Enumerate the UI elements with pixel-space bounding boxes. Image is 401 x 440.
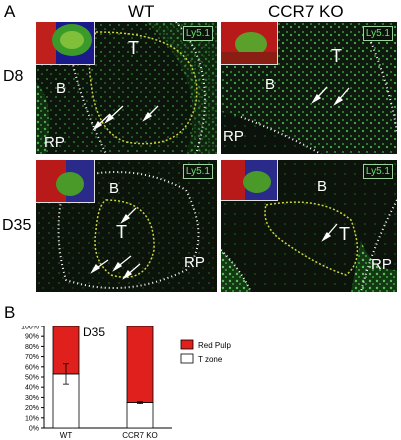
arrow-icon [92, 105, 159, 131]
zone-label-t: T [128, 38, 139, 58]
bar-segment [126, 402, 154, 429]
overlay-inset [36, 160, 95, 203]
y-tick-label: 10% [25, 415, 39, 422]
column-header-ccr7-ko: CCR7 KO [268, 2, 344, 21]
zone-label-b: B [56, 80, 67, 97]
micrograph-wt-d8: Ly5.1 T B RP [36, 22, 217, 154]
chart-bars [52, 326, 154, 429]
legend-label: Red Pulp [198, 341, 231, 350]
legend-swatch [180, 353, 194, 364]
zone-label-rp: RP [44, 134, 65, 151]
y-tick-label: 50% [25, 375, 39, 382]
y-tick-label: 60% [25, 364, 39, 371]
zone-label-b: B [317, 178, 328, 195]
ly5-1-label: Ly5.1 [182, 26, 213, 41]
chart-legend: Red Pulp T zone [180, 339, 231, 364]
micrograph-ko-d35: Ly5.1 B T RP [221, 160, 397, 292]
ly5-1-label: Ly5.1 [362, 164, 393, 179]
y-tick-label: 0% [29, 426, 39, 433]
overlay-inset [36, 22, 95, 65]
y-tick-label: 70% [25, 354, 39, 361]
y-tick-label: 20% [25, 405, 39, 412]
panel-b-label: B [4, 303, 16, 322]
y-tick-label: 90% [25, 334, 39, 341]
zone-label-b: B [265, 76, 276, 93]
ly5-1-label: Ly5.1 [182, 164, 213, 179]
zone-label-t: T [339, 224, 350, 244]
x-tick-label: CCR7 KO [122, 431, 158, 440]
zone-label-rp: RP [223, 128, 244, 145]
legend-label: T zone [198, 355, 223, 364]
chart-axes: 0% 10% 20% 30% 40% 50% 60% 70% 80% 90% 100% WT CCR7 … [21, 326, 172, 440]
ly5-1-label: Ly5.1 [362, 26, 393, 41]
micrograph-ko-d8: Ly5.1 T B RP [221, 22, 397, 154]
panel-a-label: A [4, 2, 16, 21]
y-tick-label: 80% [25, 344, 39, 351]
arrow-icon [311, 86, 350, 106]
y-tick-label: 40% [25, 385, 39, 392]
legend-swatch [180, 339, 194, 350]
x-tick-label: WT [60, 431, 73, 440]
zone-label-rp: RP [371, 256, 392, 273]
stacked-bar-chart: D35 0% 10% 20% 30% 40% 50% 60% 70% 80% 90% 100% WT C… [21, 326, 231, 440]
overlay-inset [221, 160, 278, 201]
row-header-d35: D35 [2, 217, 32, 234]
zone-label-t: T [116, 222, 127, 242]
zone-label-t: T [331, 46, 342, 66]
y-tick-label: 100% [21, 326, 39, 331]
tissue-texture [221, 22, 397, 154]
arrow-icon [321, 223, 338, 242]
row-header-d8: D8 [3, 68, 24, 85]
bar-segment [126, 326, 154, 403]
y-tick-label: 30% [25, 395, 39, 402]
zone-label-b: B [109, 180, 120, 197]
column-header-wt: WT [128, 2, 155, 21]
arrow-icon [90, 207, 141, 280]
overlay-inset [221, 22, 278, 65]
chart-title: D35 [83, 326, 105, 339]
micrograph-wt-d35: Ly5.1 B T RP [36, 160, 217, 292]
zone-label-rp: RP [184, 254, 205, 271]
